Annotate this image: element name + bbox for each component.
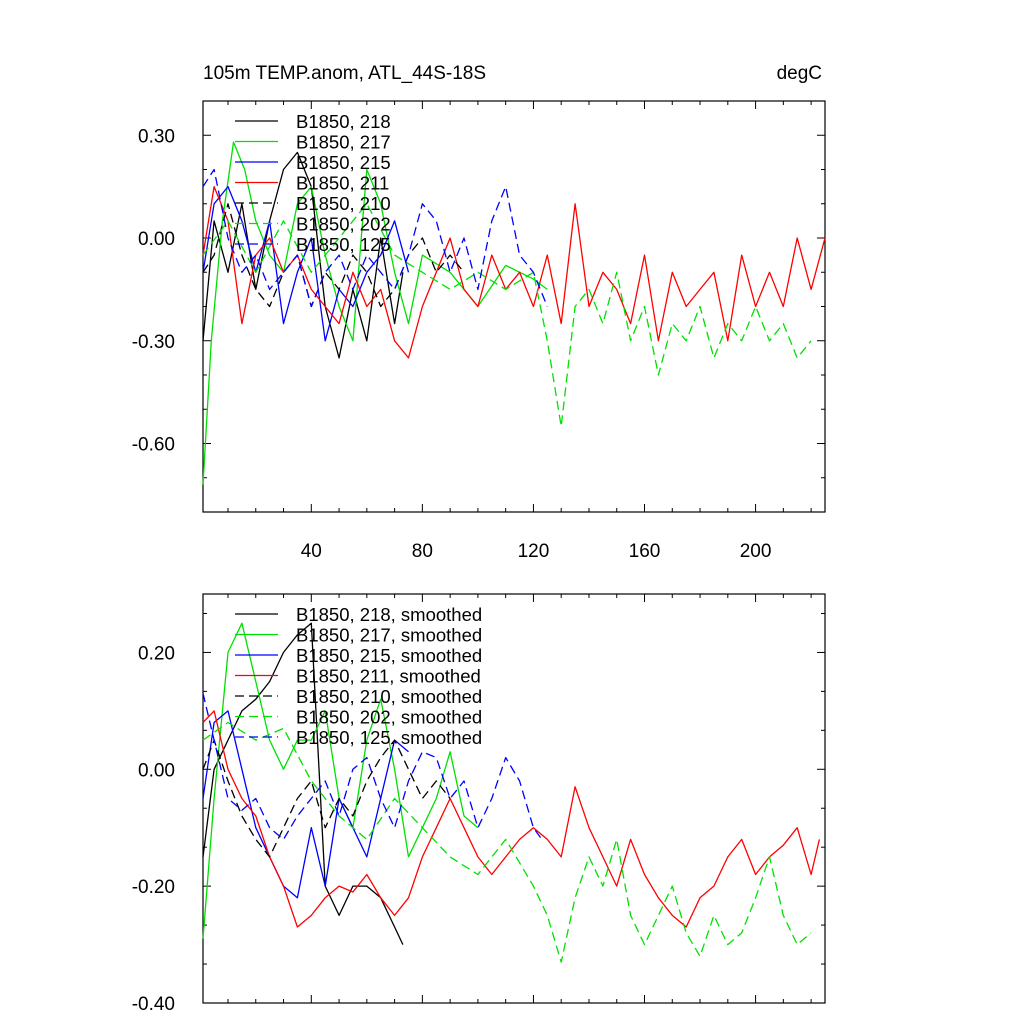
y-tick-label: -0.40 [132,994,175,1015]
y-tick-label: -0.30 [132,332,175,353]
y-tick-label: 0.00 [138,229,175,250]
legend-label: B1850, 217, smoothed [296,625,482,646]
legend-label: B1850, 211, smoothed [296,666,481,687]
x-tick-label: 160 [629,541,661,562]
legend-label: B1850, 211 [296,173,389,194]
y-tick-label: 0.00 [138,760,175,781]
legend-label: B1850, 218, smoothed [296,604,482,625]
y-tick-label: -0.60 [132,435,175,456]
legend-label: B1850, 202, smoothed [296,707,482,728]
legend-label: B1850, 125, smoothed [296,727,482,748]
y-tick-label: 0.30 [138,126,175,147]
legend-label: B1850, 125 [296,234,391,255]
series-line-2-7 [202,693,543,841]
x-tick-label: 120 [518,541,550,562]
series-line-2-4 [202,710,821,928]
x-tick-label: 40 [301,541,322,562]
series-line-1-7 [202,168,548,308]
legend-label: B1850, 218 [296,111,391,132]
y-tick-label: 0.20 [138,643,175,664]
chart-title: 105m TEMP.anom, ATL_44S-18S [203,63,487,84]
legend-label: B1850, 210, smoothed [296,686,482,707]
series-line-2-5 [202,739,451,858]
y-tick-label: -0.20 [132,877,175,898]
legend-label: B1850, 217 [296,132,391,153]
x-tick-label: 200 [740,541,772,562]
legend-label: B1850, 202 [296,214,391,235]
legend-label: B1850, 215 [296,152,391,173]
series-line-1-5 [202,203,465,308]
units-label: degC [776,63,822,84]
series-line-1-6 [202,203,812,428]
legend-label: B1850, 215, smoothed [296,645,482,666]
series-line-2-3 [202,710,409,899]
legend-label: B1850, 210 [296,193,391,214]
series-line-2-6 [202,721,812,963]
series-line-2-1 [202,622,404,945]
x-tick-label: 80 [412,541,433,562]
series-line-1-4 [202,185,826,359]
